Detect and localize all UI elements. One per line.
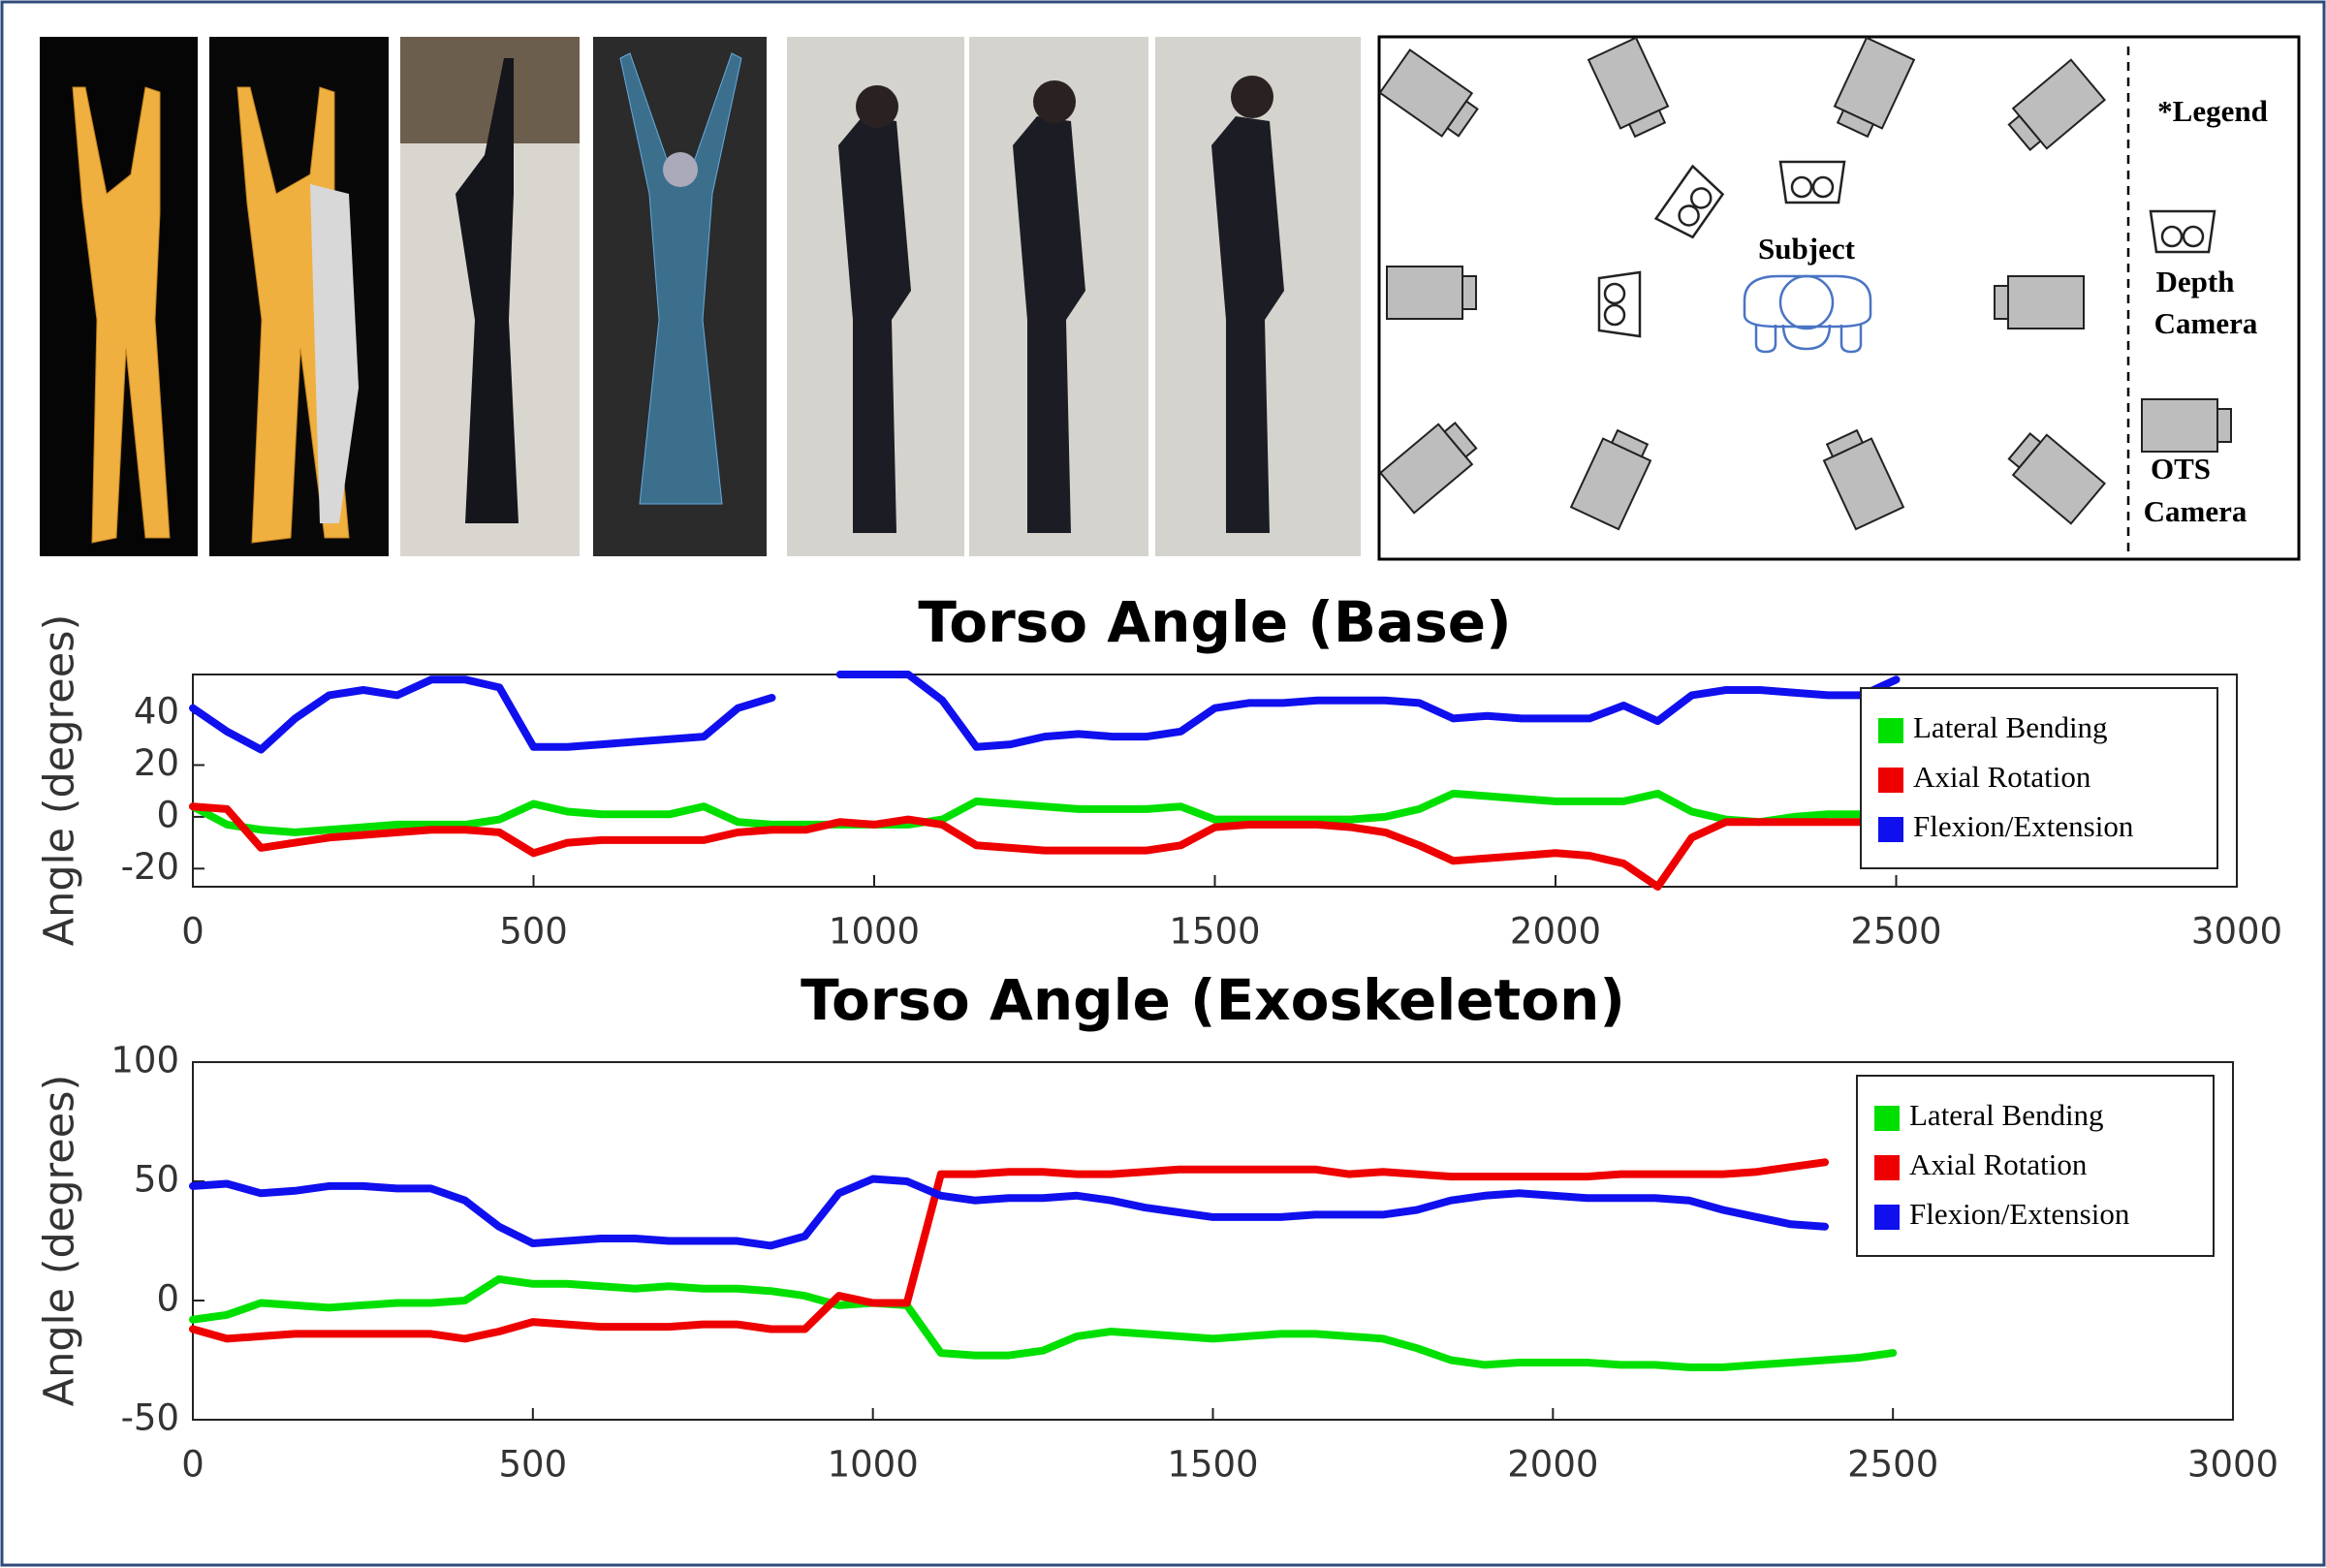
data-line [189, 802, 1867, 891]
legend-box [1860, 687, 2218, 869]
legend-label: Lateral Bending [1909, 1098, 2104, 1132]
data-line [189, 789, 1867, 836]
legend-swatch [1874, 1106, 1900, 1131]
subject-label: Subject [1758, 232, 1856, 266]
legend-swatch [1878, 817, 1903, 842]
y-tick-label: -20 [121, 846, 179, 888]
x-tick-label: 500 [499, 1444, 568, 1486]
x-tick-label: 3000 [2191, 911, 2282, 953]
camera-diagram: Subject *Legend Depth Camera OTS Camera [1377, 35, 2301, 561]
x-tick-label: 1500 [1169, 911, 1260, 953]
y-tick-label: -50 [121, 1397, 179, 1439]
y-tick-label: 0 [156, 1278, 179, 1320]
legend-label: Lateral Bending [1913, 710, 2108, 744]
legend-title: *Legend [2157, 94, 2268, 128]
y-tick-label: 0 [156, 794, 179, 835]
legend-swatch [1878, 718, 1903, 743]
x-tick-label: 2000 [1507, 1444, 1598, 1486]
x-tick-label: 0 [181, 911, 204, 953]
y-tick-label: 100 [110, 1040, 179, 1082]
chart-title: Torso Angle (Exoskeleton) [801, 967, 1625, 1033]
legend-label: Flexion/Extension [1909, 1197, 2130, 1231]
chart-title: Torso Angle (Base) [918, 589, 1511, 655]
legend-box [1856, 1075, 2215, 1257]
ots-camera-label: OTS [2151, 452, 2211, 486]
x-tick-label: 1000 [828, 1444, 919, 1486]
data-line [189, 1274, 1898, 1371]
depth-camera-label: Depth [2156, 265, 2235, 298]
y-tick-label: 50 [134, 1159, 179, 1201]
x-tick-label: 500 [499, 911, 568, 953]
legend-swatch [1874, 1155, 1900, 1180]
legend-label: Axial Rotation [1909, 1147, 2088, 1181]
legend-swatch [1878, 768, 1903, 793]
depth-camera-label: Camera [2154, 306, 2258, 340]
y-axis-label: Angle (degrees) [36, 1075, 84, 1407]
y-tick-label: 40 [134, 691, 179, 733]
legend-swatch [1874, 1205, 1900, 1230]
x-tick-label: 2500 [1847, 1444, 1938, 1486]
data-line [189, 671, 1901, 754]
legend-label: Flexion/Extension [1913, 809, 2134, 843]
y-tick-label: 20 [134, 742, 179, 784]
x-tick-label: 2000 [1510, 911, 1601, 953]
x-tick-label: 1000 [829, 911, 920, 953]
data-line [189, 1175, 1829, 1250]
x-tick-label: 0 [181, 1444, 204, 1486]
photo-panels [40, 37, 1361, 556]
y-axis-label: Angle (degrees) [36, 614, 84, 947]
ots-camera-label: Camera [2144, 494, 2247, 528]
legend-label: Axial Rotation [1913, 760, 2091, 794]
data-line [189, 1158, 1829, 1343]
x-tick-label: 3000 [2187, 1444, 2279, 1486]
x-tick-label: 2500 [1850, 911, 1941, 953]
x-tick-label: 1500 [1167, 1444, 1258, 1486]
